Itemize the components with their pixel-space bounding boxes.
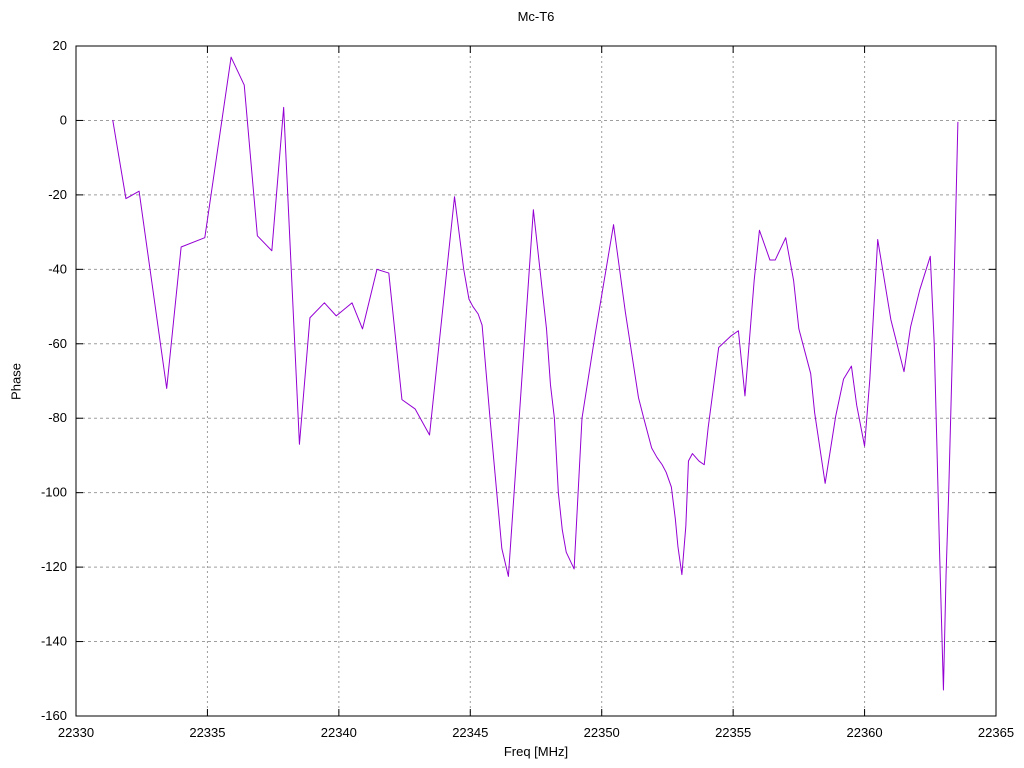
data-line-phase: [112, 56, 959, 691]
plot-border: [75, 45, 997, 717]
x-tick-label: 22360: [846, 725, 882, 740]
x-tick-label: 22330: [58, 725, 94, 740]
y-tick-label: -60: [48, 336, 67, 351]
x-tick-label: 22335: [189, 725, 225, 740]
y-tick-label: -100: [41, 485, 67, 500]
x-tick-label: 22340: [321, 725, 357, 740]
x-tick-label: 22355: [715, 725, 751, 740]
x-axis-label: Freq [MHz]: [503, 744, 569, 759]
x-tick-label: 22345: [452, 725, 488, 740]
y-tick-label: -160: [41, 708, 67, 723]
chart-title: Mc-T6: [517, 9, 555, 24]
y-tick-label: 20: [53, 38, 67, 53]
y-tick-label: -80: [48, 410, 67, 425]
y-tick-label: -140: [41, 634, 67, 649]
y-tick-label: -40: [48, 261, 67, 276]
y-tick-label: 0: [60, 112, 67, 127]
x-tick-label: 22365: [978, 725, 1014, 740]
y-tick-label: -20: [48, 187, 67, 202]
y-tick-label: -120: [41, 559, 67, 574]
y-axis-label: Phase: [8, 363, 24, 400]
x-tick-label: 22350: [584, 725, 620, 740]
